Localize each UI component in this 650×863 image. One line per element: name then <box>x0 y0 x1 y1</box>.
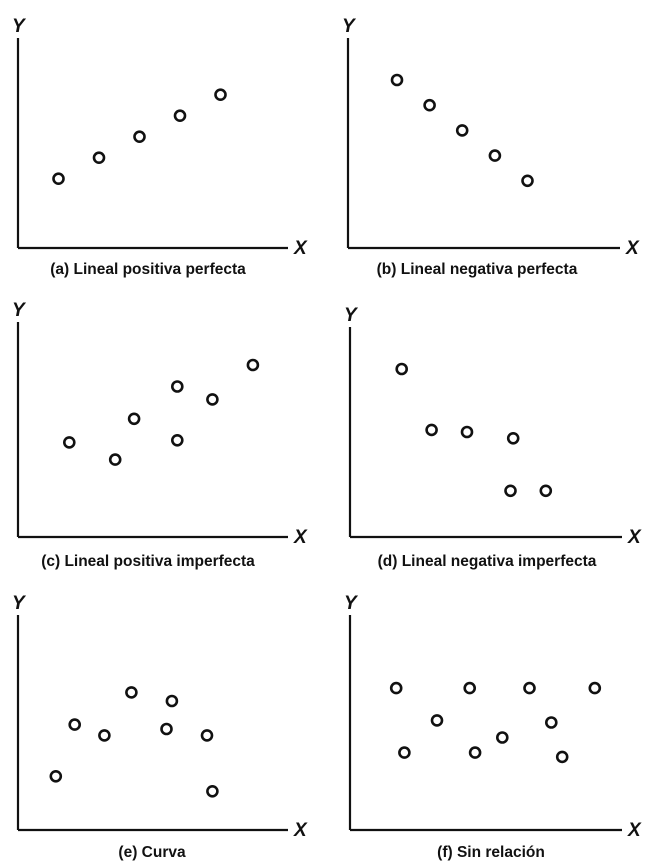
data-point <box>423 98 436 112</box>
y-axis-label: Y <box>12 300 27 321</box>
scatter-panel-c: Y X (c) Lineal positiva imperfecta <box>12 300 308 570</box>
data-point <box>52 172 65 185</box>
data-point <box>390 73 404 87</box>
data-point <box>425 423 438 437</box>
x-axis-label: X <box>293 527 308 548</box>
x-axis-label: X <box>627 527 642 548</box>
data-point <box>430 714 444 727</box>
data-point <box>555 750 569 764</box>
panel-caption: (e) Curva <box>118 844 186 861</box>
data-point <box>171 380 184 393</box>
data-point <box>127 412 141 426</box>
x-axis-label: X <box>627 820 642 841</box>
data-point <box>389 681 403 695</box>
y-axis-label: Y <box>344 305 359 326</box>
data-point <box>160 722 173 736</box>
panel-caption: (c) Lineal positiva imperfecta <box>41 553 255 570</box>
data-point <box>63 436 76 449</box>
data-point <box>544 716 558 729</box>
data-point <box>171 433 184 447</box>
data-point <box>246 358 260 372</box>
data-point <box>200 729 214 742</box>
data-point <box>49 769 63 783</box>
x-axis-label: X <box>625 238 640 259</box>
data-point <box>504 484 517 498</box>
data-point <box>92 151 106 164</box>
data-point <box>588 681 602 695</box>
data-point <box>539 484 553 498</box>
data-point <box>468 746 482 759</box>
x-axis-label: X <box>293 238 308 259</box>
data-point <box>165 694 179 708</box>
data-point <box>395 362 409 376</box>
y-axis-label: Y <box>12 16 27 37</box>
data-point <box>68 718 81 731</box>
data-point <box>398 746 411 759</box>
data-point <box>206 393 219 406</box>
data-point <box>463 681 477 695</box>
data-point <box>214 88 227 101</box>
scatter-panel-e: Y X (e) Curva <box>12 593 308 861</box>
data-point <box>173 109 187 122</box>
panel-caption: (b) Lineal negativa perfecta <box>377 261 578 278</box>
data-point <box>488 149 502 162</box>
data-point <box>455 124 469 137</box>
data-point <box>133 130 146 143</box>
panel-caption: (f) Sin relación <box>437 844 545 861</box>
scatter-panel-b: Y X (b) Lineal negativa perfecta <box>342 16 640 278</box>
data-point <box>125 686 138 699</box>
scatter-panel-a: Y X (a) Lineal positiva perfecta <box>12 16 308 278</box>
data-point <box>108 453 122 466</box>
scatter-panel-d: Y X (d) Lineal negativa imperfecta <box>344 305 642 570</box>
data-point <box>206 784 219 798</box>
data-point <box>506 431 520 445</box>
data-point <box>98 729 111 742</box>
y-axis-label: Y <box>342 16 357 37</box>
panel-caption: (d) Lineal negativa imperfecta <box>378 553 597 570</box>
y-axis-label: Y <box>12 593 27 614</box>
x-axis-label: X <box>293 820 308 841</box>
data-point <box>521 174 534 188</box>
data-point <box>523 681 536 695</box>
data-point <box>460 425 474 439</box>
panel-caption: (a) Lineal positiva perfecta <box>50 261 246 278</box>
data-point <box>495 731 509 744</box>
scatter-panel-f: Y X (f) Sin relación <box>344 593 642 861</box>
y-axis-label: Y <box>344 593 359 614</box>
